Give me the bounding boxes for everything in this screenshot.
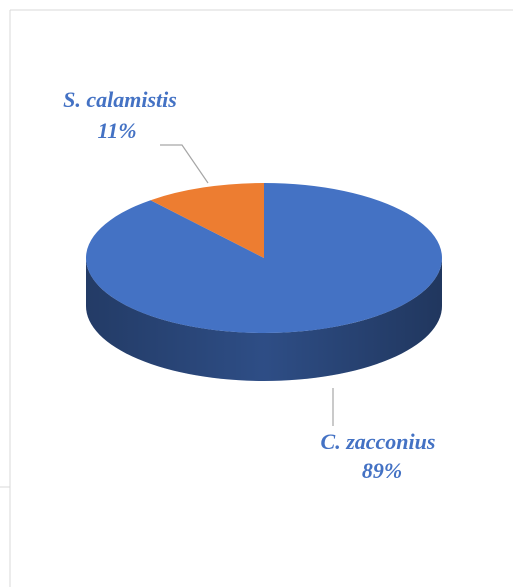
leader-line <box>160 144 209 184</box>
data-label-value: 11% <box>97 118 136 143</box>
slice-side-shade <box>86 258 442 381</box>
data-label-name: S. calamistis <box>63 87 177 112</box>
slice <box>150 183 264 258</box>
data-label-value: 89% <box>362 458 402 483</box>
data-label-name: C. zacconius <box>321 429 436 454</box>
pie <box>85 183 443 381</box>
slice <box>85 183 443 333</box>
